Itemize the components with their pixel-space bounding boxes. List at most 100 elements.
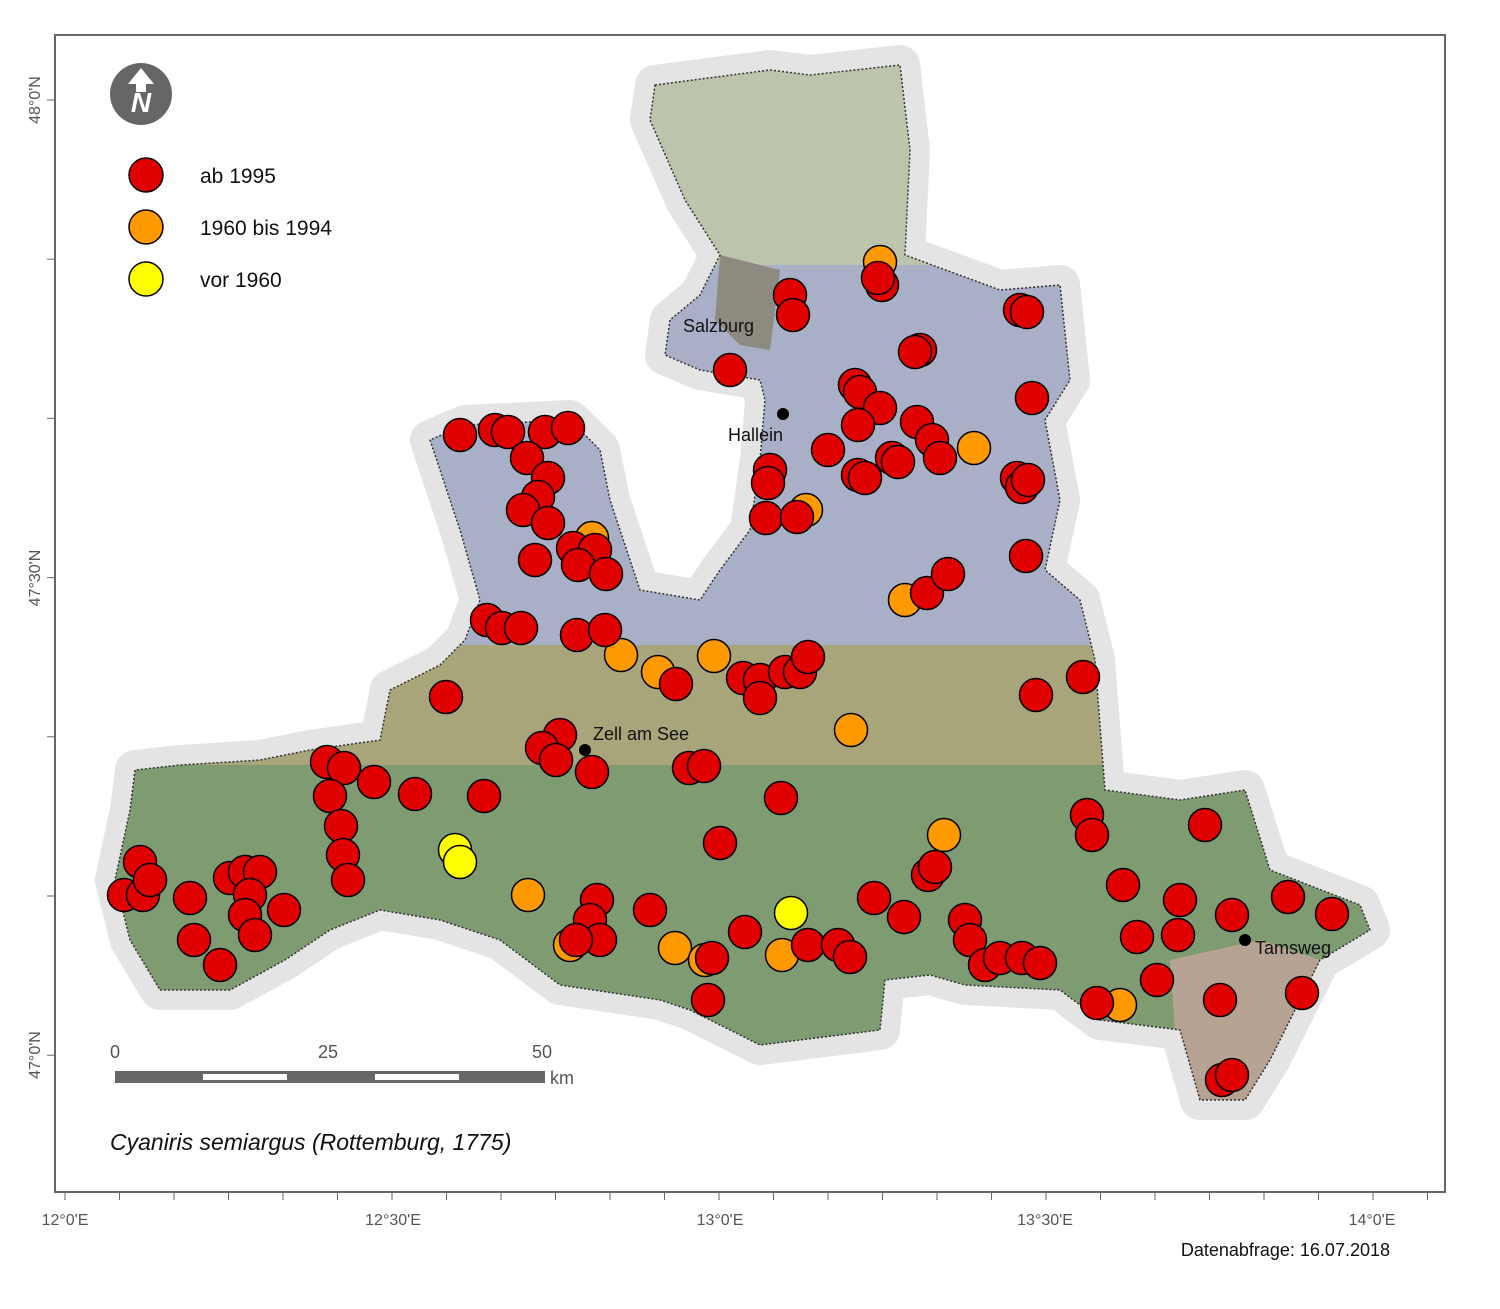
record-dot	[1010, 462, 1046, 498]
record-dot	[860, 260, 896, 296]
record-dot	[790, 639, 826, 675]
record-dot	[1187, 807, 1223, 843]
record-dot	[1009, 294, 1045, 330]
legend-label: ab 1995	[200, 165, 276, 188]
record-dot	[176, 922, 212, 958]
record-dot	[530, 505, 566, 541]
record-dot	[397, 776, 433, 812]
y-tick-label: 48°0'N	[27, 76, 44, 124]
record-dot	[330, 862, 366, 898]
record-dot	[930, 556, 966, 592]
scale-label: 25	[318, 1042, 338, 1062]
record-dot	[773, 895, 809, 931]
x-tick-label: 14°0'E	[1349, 1212, 1396, 1229]
record-dot	[588, 556, 624, 592]
scale-unit: km	[550, 1068, 574, 1088]
record-dot	[880, 444, 916, 480]
town-dot	[777, 408, 789, 420]
town-dot	[1239, 934, 1251, 946]
record-dot	[1284, 975, 1320, 1011]
record-dot	[1214, 897, 1250, 933]
record-dot	[237, 917, 273, 953]
scale-bar: 0 25 50 km	[110, 1042, 574, 1088]
record-dot	[658, 666, 694, 702]
record-dot	[466, 778, 502, 814]
record-dot	[550, 410, 586, 446]
record-dot	[686, 748, 722, 784]
town-label: Salzburg	[683, 316, 754, 336]
date: Datenabfrage: 16.07.2018	[1181, 1240, 1390, 1260]
record-dot	[1105, 867, 1141, 903]
record-dot	[1119, 919, 1155, 955]
record-dot	[917, 849, 953, 885]
record-dot	[956, 430, 992, 466]
record-dot	[202, 947, 238, 983]
record-dot	[1162, 882, 1198, 918]
record-dot	[490, 414, 526, 450]
record-dot	[1018, 677, 1054, 713]
town-label: Zell am See	[593, 724, 689, 744]
scale-label: 0	[110, 1042, 120, 1062]
legend-label: 1960 bis 1994	[200, 217, 332, 240]
x-tick-label: 13°0'E	[697, 1212, 744, 1229]
towns: Salzburg Hallein Zell am See Tamsweg	[579, 316, 1331, 958]
record-dot	[632, 892, 668, 928]
record-dot	[603, 637, 639, 673]
legend-swatch	[128, 157, 164, 193]
record-dot	[1270, 879, 1306, 915]
record-dot	[690, 982, 726, 1018]
scale-label: 50	[532, 1042, 552, 1062]
record-dot	[657, 930, 693, 966]
x-tick-label: 12°30'E	[365, 1212, 421, 1229]
record-dot	[172, 880, 208, 916]
record-dot	[1074, 817, 1110, 853]
record-dot	[132, 862, 168, 898]
record-dot	[428, 679, 464, 715]
record-dot	[1214, 1057, 1250, 1093]
record-dot	[926, 817, 962, 853]
x-tick-label: 12°0'E	[42, 1212, 89, 1229]
record-dot	[558, 922, 594, 958]
record-dot	[886, 899, 922, 935]
record-dot	[922, 440, 958, 476]
record-dot	[790, 927, 826, 963]
record-dot	[742, 680, 778, 716]
legend-swatch	[128, 209, 164, 245]
record-dot	[503, 610, 539, 646]
record-dot	[1008, 538, 1044, 574]
record-dot	[763, 780, 799, 816]
record-dot	[702, 825, 738, 861]
record-dot	[587, 612, 623, 648]
record-dot	[323, 808, 359, 844]
town-dot	[579, 744, 591, 756]
record-dot	[510, 877, 546, 913]
y-tick-label: 47°0'N	[27, 1031, 44, 1079]
town-label: Hallein	[728, 425, 783, 445]
record-dot	[833, 712, 869, 748]
species: Cyaniris semiargus (Rottemburg, 1775)	[110, 1129, 511, 1155]
record-dot	[509, 440, 545, 476]
north-label: N	[131, 87, 152, 118]
record-dot	[442, 844, 478, 880]
legend: ab 1995 1960 bis 1994 vor 1960	[128, 157, 332, 297]
record-dot	[517, 542, 553, 578]
record-dot	[538, 742, 574, 778]
record-dot	[727, 914, 763, 950]
record-dot	[696, 638, 732, 674]
record-dot	[775, 297, 811, 333]
record-dot	[748, 500, 784, 536]
record-dot	[312, 778, 348, 814]
record-dot	[1202, 982, 1238, 1018]
record-dot	[442, 417, 478, 453]
record-dot	[897, 334, 933, 370]
y-tick-label: 47°30'N	[27, 550, 44, 607]
record-dot	[856, 880, 892, 916]
record-dot	[1079, 985, 1115, 1021]
record-dot	[356, 764, 392, 800]
record-dot	[1139, 962, 1175, 998]
state-border	[114, 64, 1371, 1101]
record-dot	[1314, 896, 1350, 932]
record-dot	[1065, 659, 1101, 695]
record-dot	[694, 940, 730, 976]
